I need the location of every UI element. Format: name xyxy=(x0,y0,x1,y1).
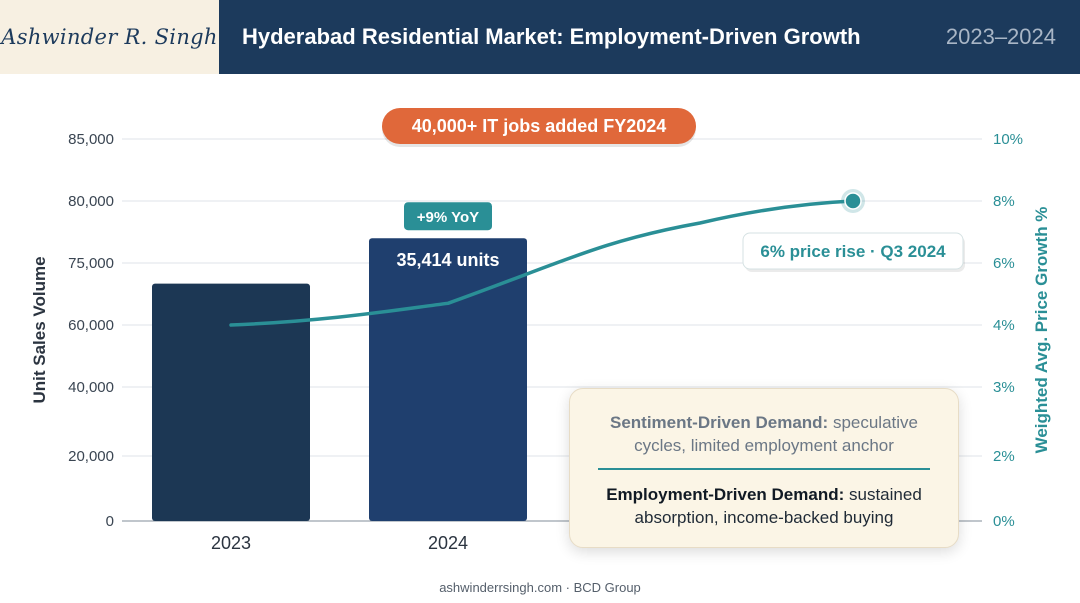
y2-tick-label: 2% xyxy=(993,448,1015,465)
page-title: Hyderabad Residential Market: Employment… xyxy=(242,24,861,49)
y-axis-title: Unit Sales Volume xyxy=(30,256,49,403)
point-label: 6% price rise · Q3 2024 xyxy=(760,242,946,261)
price-growth-line xyxy=(229,189,865,327)
sentiment-demand-text: Sentiment-Driven Demand: speculative cyc… xyxy=(584,411,944,457)
y2-axis-title: Weighted Avg. Price Growth % xyxy=(1032,207,1051,454)
tick-labels: 0 0% 20,000 2% 40,000 3% 60,000 4% 75,000 6% 80,00… xyxy=(30,131,1051,553)
chart-annotations: +9% YoY 6% price rise · Q3 2024 40,000+ IT… xyxy=(382,108,965,272)
employment-demand-desc: sustained absorption, income-backed buyi… xyxy=(634,485,922,527)
yoy-badge-label: +9% YoY xyxy=(417,209,479,226)
sentiment-demand-desc: speculative cycles, limited employment a… xyxy=(634,413,918,455)
brand-logo: Ashwinder R. Singh xyxy=(0,0,219,74)
chart-canvas: 35,414 units 0 0% 20,000 2% 40,000 3% 60,000 4%… xyxy=(30,108,1051,553)
price-growth-point xyxy=(844,192,862,210)
y-tick-label: 80,000 xyxy=(68,193,114,210)
sentiment-demand-label: Sentiment-Driven Demand: xyxy=(610,413,829,432)
y-tick-label: 85,000 xyxy=(68,131,114,148)
header-bar: Ashwinder R. Singh Hyderabad Residential… xyxy=(0,0,1080,74)
demand-comparison-callout: Sentiment-Driven Demand: speculative cyc… xyxy=(569,388,959,548)
period-label: 2023–2024 xyxy=(945,24,1056,49)
price-growth-path xyxy=(229,199,855,327)
x-tick-label: 2024 xyxy=(428,533,468,553)
employment-demand-label: Employment-Driven Demand: xyxy=(606,485,845,504)
employment-demand-text: Employment-Driven Demand: sustained abso… xyxy=(584,483,944,529)
yoy-badge xyxy=(404,202,492,231)
y2-tick-label: 4% xyxy=(993,317,1015,334)
brand-signature: Ashwinder R. Singh xyxy=(1,25,218,49)
y2-tick-label: 10% xyxy=(993,131,1023,148)
point-label-box xyxy=(742,232,964,270)
y2-tick-label: 6% xyxy=(993,255,1015,272)
y2-tick-label: 3% xyxy=(993,379,1015,396)
jobs-badge xyxy=(382,108,696,144)
footer-credit: ashwinderrsingh.com · BCD Group xyxy=(439,580,641,595)
bars: 35,414 units xyxy=(152,238,527,521)
y-tick-label: 20,000 xyxy=(68,448,114,465)
y2-tick-label: 8% xyxy=(993,193,1015,210)
y-tick-label: 0 xyxy=(106,513,114,530)
y2-tick-label: 0% xyxy=(993,513,1015,530)
x-tick-label: 2023 xyxy=(211,533,251,553)
jobs-badge-label: 40,000+ IT jobs added FY2024 xyxy=(412,116,667,136)
bar-data-label: 35,414 units xyxy=(396,250,499,270)
y-tick-label: 40,000 xyxy=(68,379,114,396)
y-tick-label: 75,000 xyxy=(68,255,114,272)
bar-2024 xyxy=(369,238,527,521)
bar-2023 xyxy=(152,283,310,521)
y-tick-label: 60,000 xyxy=(68,317,114,334)
callout-divider xyxy=(598,468,930,470)
